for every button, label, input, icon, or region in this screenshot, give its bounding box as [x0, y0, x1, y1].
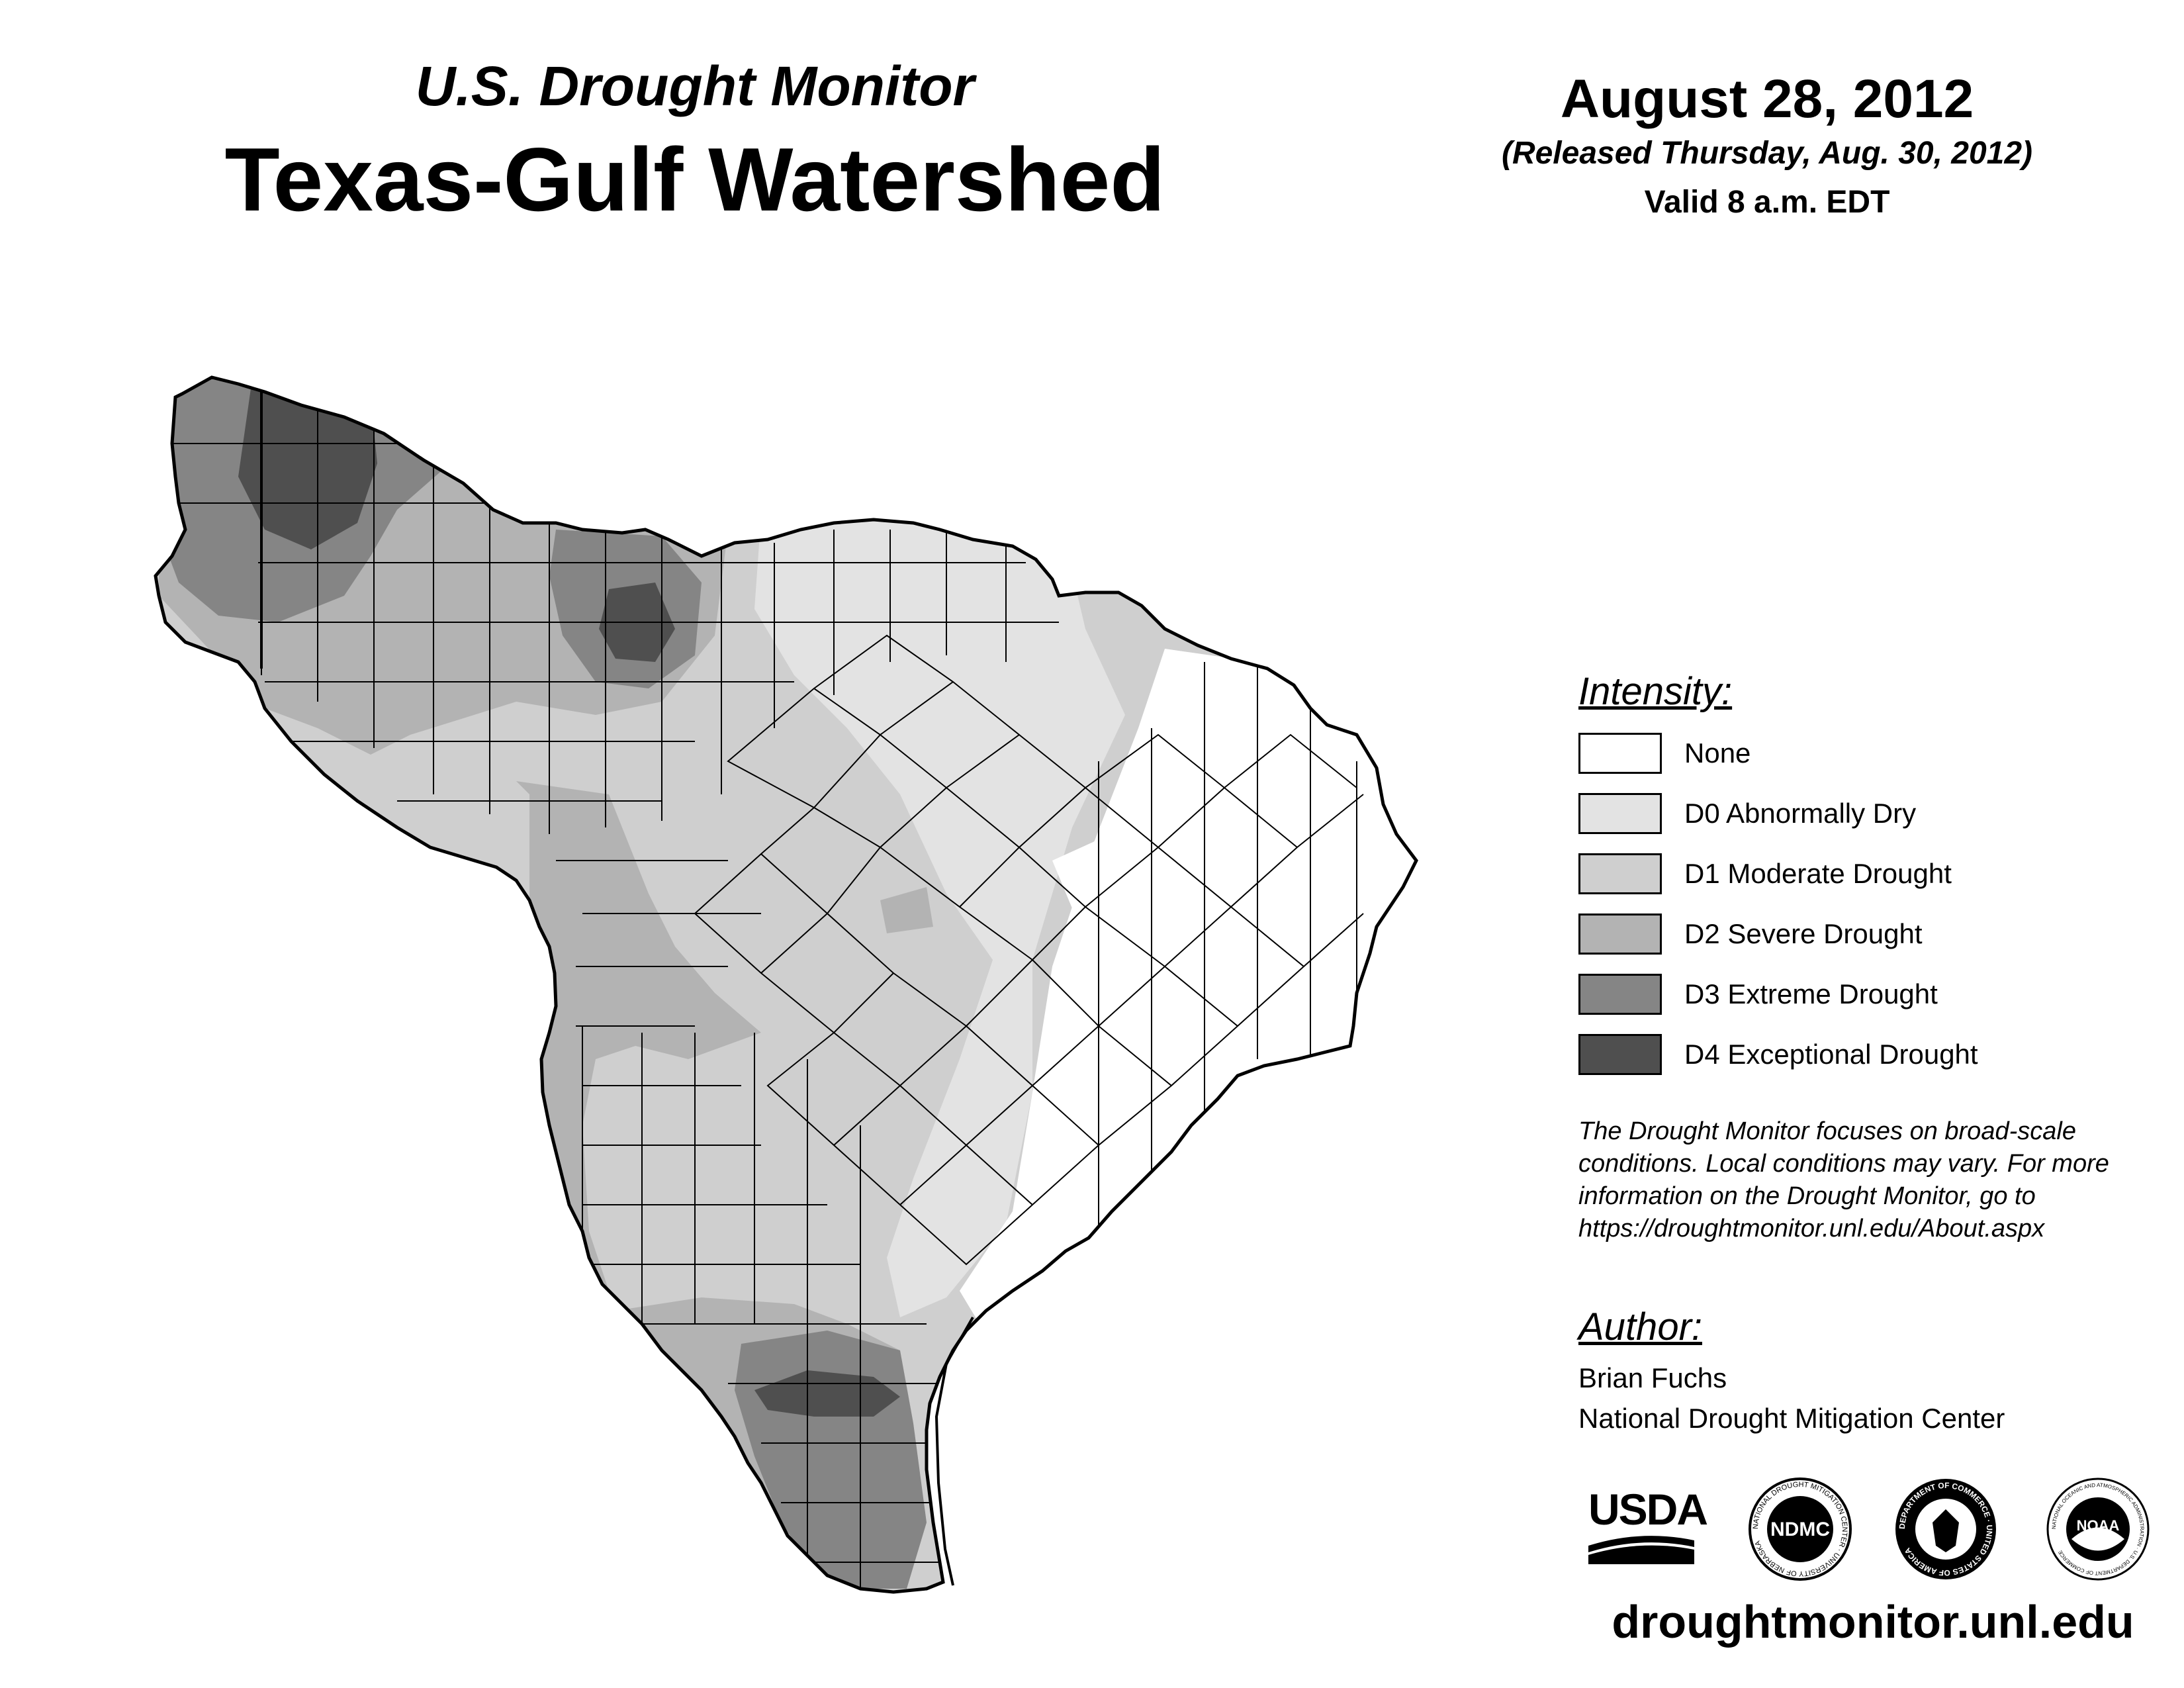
noaa-seal-text: NOAA — [2077, 1517, 2120, 1534]
none-area-east — [1052, 827, 1138, 940]
legend-label: D0 Abnormally Dry — [1684, 798, 1917, 829]
map-date: August 28, 2012 — [1560, 69, 1974, 129]
map-title: Texas-Gulf Watershed — [224, 129, 1165, 230]
drought-fill-layer — [156, 377, 1416, 1592]
commerce-seal: DEPARTMENT OF COMMERCE · UNITED STATES O… — [1895, 1479, 1996, 1579]
legend-swatch — [1578, 733, 1662, 774]
eagle-shield-icon — [1933, 1509, 1959, 1552]
legend-swatch — [1578, 793, 1662, 834]
website-url: droughtmonitor.unl.edu — [1612, 1596, 2134, 1648]
noaa-seal: NATIONAL OCEANIC AND ATMOSPHERIC ADMINIS… — [2046, 1477, 2150, 1581]
note-line: conditions. Local conditions may vary. F… — [1578, 1150, 2109, 1178]
d0-area — [754, 516, 1125, 1317]
legend-item: D4 Exceptional Drought — [1578, 1029, 2174, 1089]
legend-item: D3 Extreme Drought — [1578, 968, 2174, 1029]
title-block: U.S. Drought Monitor Texas-Gulf Watershe… — [132, 53, 1257, 236]
usda-logo-text: USDA — [1588, 1485, 1708, 1534]
legend-heading: Intensity: — [1578, 670, 1733, 713]
legend-label: None — [1684, 737, 1751, 769]
legend-label: D2 Severe Drought — [1684, 918, 1923, 949]
author-block: Author: Brian Fuchs National Drought Mit… — [1578, 1301, 2174, 1438]
legend-swatch — [1578, 914, 1662, 955]
note-line: information on the Drought Monitor, go t… — [1578, 1182, 2036, 1210]
legend-swatch — [1578, 1034, 1662, 1075]
author-heading: Author: — [1578, 1305, 1702, 1348]
release-date: (Released Thursday, Aug. 30, 2012) — [1501, 136, 2033, 171]
legend-item: None — [1578, 727, 2174, 788]
author-name: Brian Fuchs — [1578, 1362, 1727, 1393]
legend-swatch — [1578, 853, 1662, 894]
legend-item: D1 Moderate Drought — [1578, 848, 2174, 908]
legend-label: D4 Exceptional Drought — [1684, 1039, 1978, 1070]
legend-swatch — [1578, 974, 1662, 1015]
d2-area-central — [880, 887, 933, 933]
usda-logo: USDA — [1588, 1485, 1708, 1566]
map-subtitle: U.S. Drought Monitor — [415, 55, 975, 117]
legend-item: D2 Severe Drought — [1578, 908, 2174, 968]
valid-time: Valid 8 a.m. EDT — [1644, 185, 1890, 220]
legend-items: None D0 Abnormally Dry D1 Moderate Drought… — [1578, 727, 2174, 1089]
noaa-bird-icon — [2071, 1527, 2124, 1551]
date-block: August 28, 2012 (Released Thursday, Aug.… — [1456, 66, 2078, 224]
note-line: https://droughtmonitor.unl.edu/About.asp… — [1578, 1215, 2045, 1243]
d4-area-south — [754, 1370, 900, 1417]
drought-monitor-note: The Drought Monitor focuses on broad-sca… — [1578, 1115, 2174, 1245]
usda-wave-icon — [1588, 1536, 1694, 1564]
d3-area-south — [735, 1331, 927, 1589]
note-line: The Drought Monitor focuses on broad-sca… — [1578, 1117, 2076, 1145]
legend: Intensity: None D0 Abnormally Dry D1 Moder… — [1578, 665, 2174, 1089]
author-organization: National Drought Mitigation Center — [1578, 1403, 2005, 1434]
none-area — [960, 649, 1416, 1324]
ndmc-seal: NATIONAL DROUGHT MITIGATION CENTER · UNI… — [1749, 1477, 1852, 1581]
agency-logos: USDA NATIONAL DROUGHT MITIGATION CENTER … — [1588, 1476, 2158, 1589]
legend-item: D0 Abnormally Dry — [1578, 788, 2174, 848]
d4-area-north — [238, 384, 377, 549]
ndmc-seal-text: NDMC — [1770, 1519, 1830, 1540]
watershed-map — [0, 0, 1456, 1622]
barrier-island — [934, 1317, 974, 1586]
legend-label: D3 Extreme Drought — [1684, 978, 1938, 1009]
legend-label: D1 Moderate Drought — [1684, 858, 1952, 889]
